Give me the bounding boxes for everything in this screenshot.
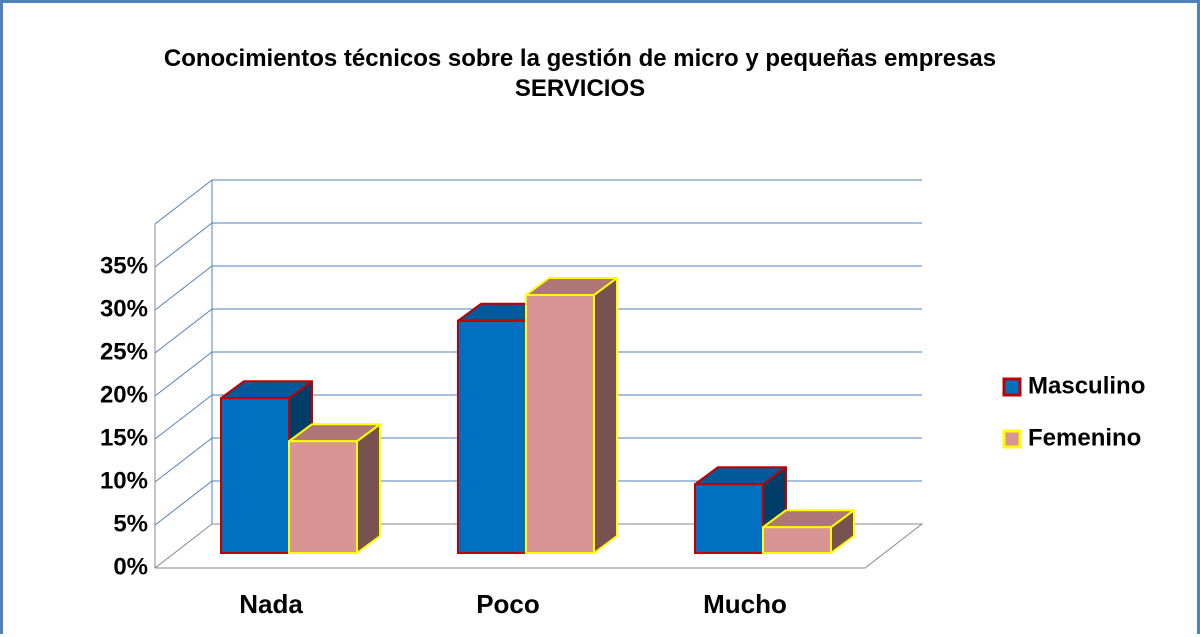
legend-swatch bbox=[1002, 429, 1022, 449]
x-tick-label: Nada bbox=[239, 589, 303, 619]
chart-title-block: Conocimientos técnicos sobre la gestión … bbox=[160, 44, 1000, 104]
grid-line bbox=[154, 351, 213, 397]
bar bbox=[288, 440, 358, 555]
y-tick-label: 15% bbox=[100, 424, 148, 451]
y-tick-label: 10% bbox=[100, 467, 148, 494]
y-tick-label: 25% bbox=[100, 338, 148, 365]
legend-swatch bbox=[1002, 377, 1022, 397]
x-tick-label: Mucho bbox=[703, 589, 787, 619]
legend-label: Femenino bbox=[1028, 424, 1141, 451]
y-tick-label: 5% bbox=[113, 510, 148, 537]
grid-line bbox=[154, 394, 213, 440]
legend-label: Masculino bbox=[1028, 372, 1145, 399]
bar-side bbox=[356, 423, 381, 554]
bar-side bbox=[593, 277, 618, 554]
chart-subtitle: SERVICIOS bbox=[514, 75, 646, 102]
chart-title: Conocimientos técnicos sobre la gestión … bbox=[163, 45, 997, 72]
grid-line bbox=[154, 265, 213, 311]
y-tick-label: 35% bbox=[100, 252, 148, 279]
y-tick-label: 30% bbox=[100, 295, 148, 322]
x-tick-label: Poco bbox=[476, 589, 540, 619]
wall-edge bbox=[154, 179, 213, 225]
grid-line bbox=[154, 222, 213, 268]
bar bbox=[220, 397, 290, 555]
y-tick-label: 0% bbox=[113, 553, 148, 580]
grid-line bbox=[154, 308, 213, 354]
y-tick-label: 20% bbox=[100, 381, 148, 408]
grid-line bbox=[154, 437, 213, 483]
bar bbox=[525, 294, 595, 554]
floor bbox=[154, 523, 924, 569]
bar bbox=[762, 526, 832, 555]
grid-line bbox=[154, 480, 213, 526]
bar bbox=[457, 319, 527, 554]
bar bbox=[694, 483, 764, 555]
